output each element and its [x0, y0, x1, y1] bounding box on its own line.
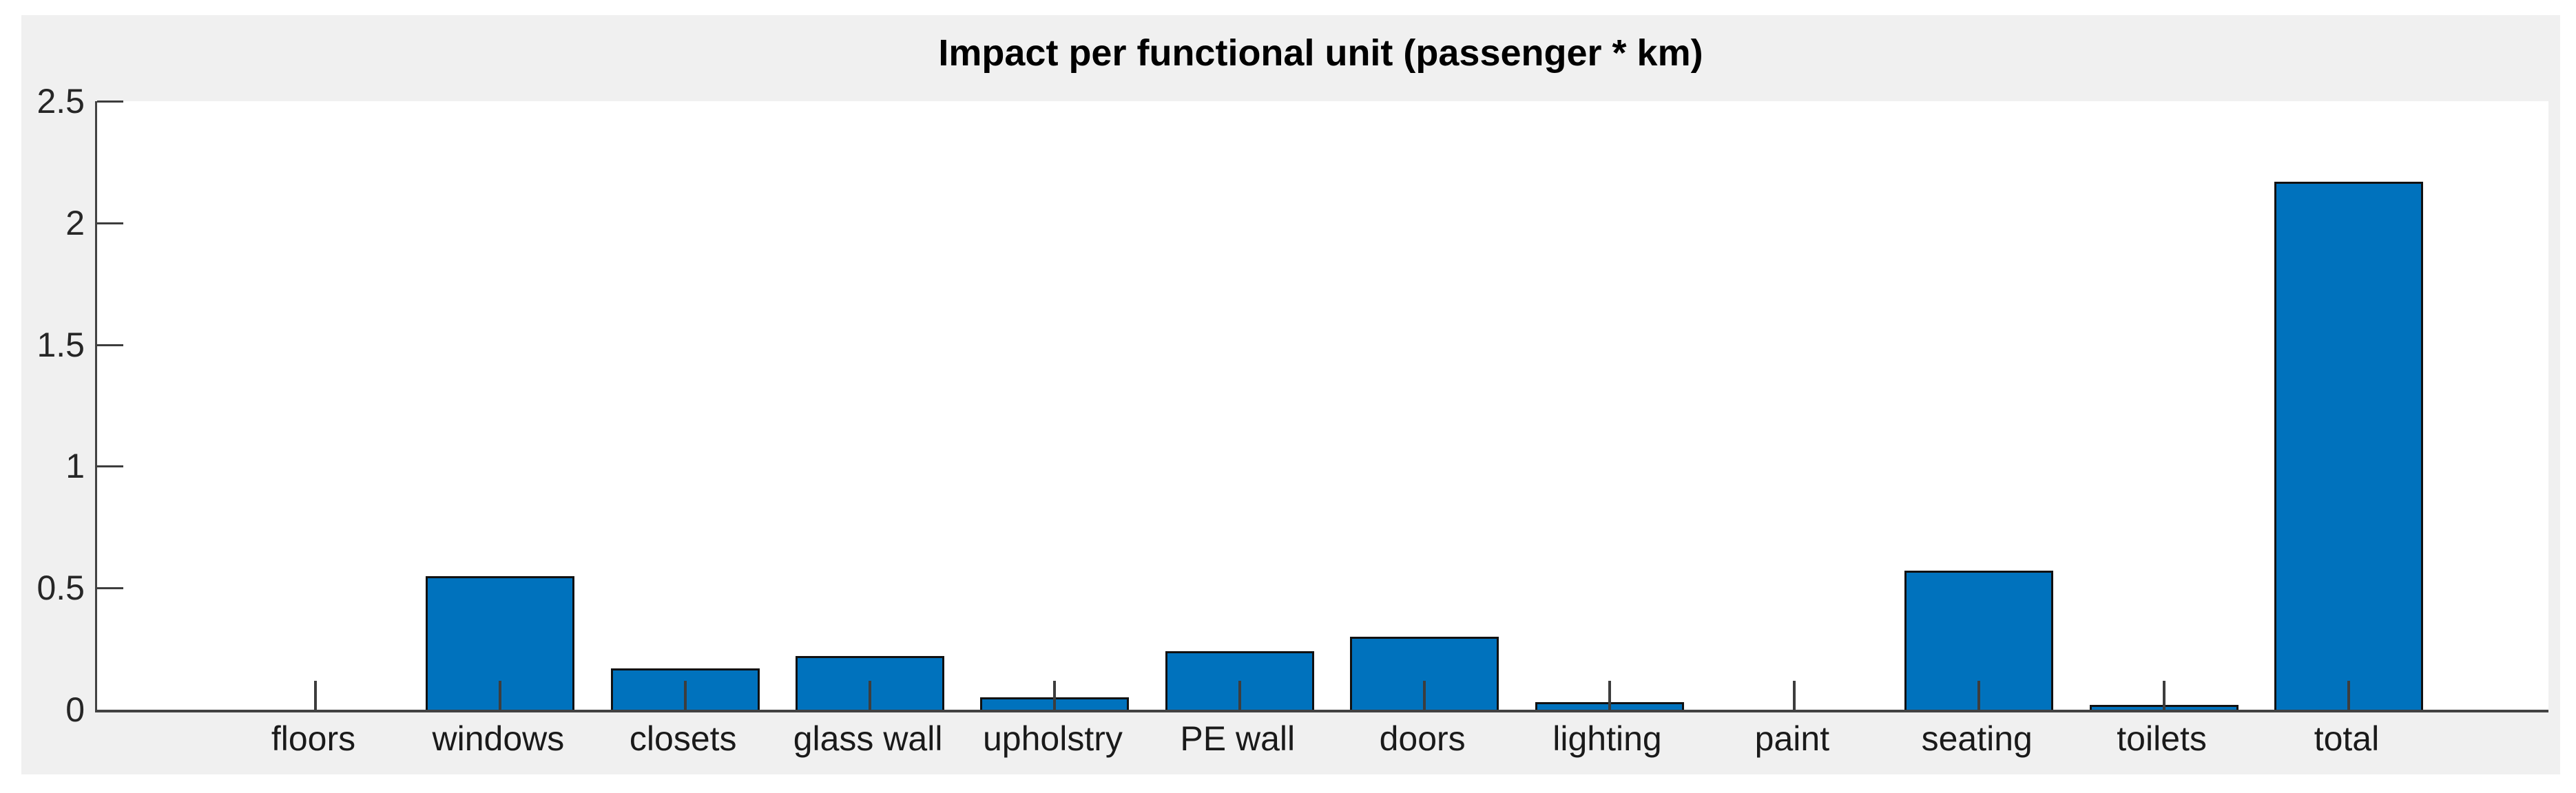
x-tick-mark — [1792, 681, 1796, 710]
x-axis-tick-label: total — [2314, 719, 2380, 758]
plot-area — [95, 101, 2548, 712]
x-tick-mark — [314, 681, 317, 710]
y-axis-tick-label: 1.5 — [37, 325, 85, 364]
y-axis-tick-label: 0.5 — [37, 569, 85, 608]
x-axis-tick-label: toilets — [2117, 719, 2207, 758]
x-tick-mark — [2162, 681, 2165, 710]
x-axis-tick-label: floors — [271, 719, 356, 758]
y-axis-tick-label: 2 — [65, 203, 85, 242]
x-axis-tick-label: windows — [432, 719, 565, 758]
y-axis-tick-label: 0 — [65, 690, 85, 729]
y-tick-mark — [97, 101, 123, 103]
x-tick-mark — [869, 681, 872, 710]
y-tick-mark — [97, 222, 123, 224]
x-tick-mark — [1053, 681, 1057, 710]
x-tick-mark — [1238, 681, 1241, 710]
x-axis-tick-label: seating — [1921, 719, 2033, 758]
y-tick-mark — [97, 587, 123, 590]
x-tick-mark — [1608, 681, 1611, 710]
bar-total — [2274, 182, 2423, 710]
y-tick-mark — [97, 465, 123, 468]
x-axis-tick-label: lighting — [1552, 719, 1662, 758]
x-axis-tick-label: doors — [1379, 719, 1466, 758]
x-axis-tick-label: closets — [629, 719, 737, 758]
x-tick-mark — [1977, 681, 1981, 710]
x-axis-tick-label: PE wall — [1180, 719, 1296, 758]
x-tick-mark — [499, 681, 502, 710]
chart-title: Impact per functional unit (passenger * … — [938, 32, 1703, 74]
x-axis-tick-label: upholstry — [982, 719, 1123, 758]
x-axis-tick-label: paint — [1754, 719, 1830, 758]
x-axis-tick-label: glass wall — [793, 719, 943, 758]
y-tick-mark — [97, 343, 123, 346]
y-axis-tick-label: 2.5 — [37, 82, 85, 120]
y-axis-tick-label: 1 — [65, 447, 85, 486]
x-tick-mark — [683, 681, 687, 710]
x-tick-mark — [1423, 681, 1426, 710]
x-tick-mark — [2347, 681, 2350, 710]
